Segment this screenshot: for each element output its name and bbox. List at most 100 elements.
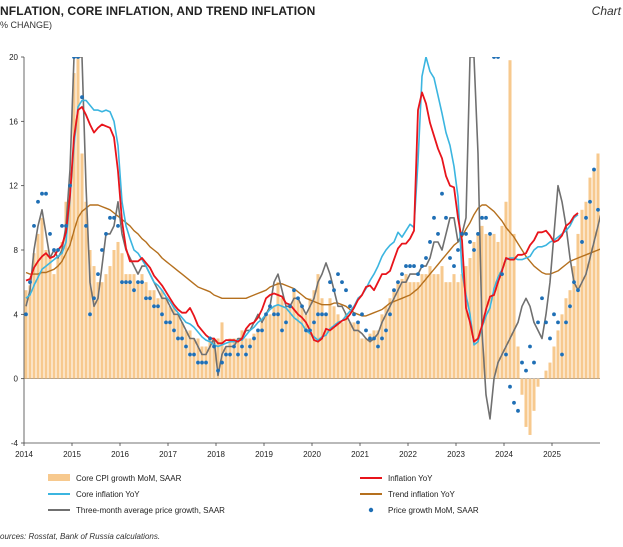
core-inflation-line [25, 57, 579, 348]
core-mom-bar [596, 153, 600, 379]
core-mom-bar [564, 298, 568, 379]
y-tick-label: 16 [9, 117, 18, 126]
price-mom-dot [160, 312, 164, 317]
series-lines [25, 57, 600, 420]
core-mom-bar [492, 233, 496, 379]
x-tick-label: 2019 [255, 450, 273, 459]
price-mom-dot [92, 296, 96, 301]
core-mom-bar [576, 233, 580, 379]
core-mom-bar [180, 322, 184, 379]
price-mom-dot [544, 320, 548, 325]
price-mom-dot [596, 207, 600, 212]
core-mom-bar [28, 285, 32, 379]
price-mom-dot [316, 312, 320, 317]
price-mom-dot [532, 360, 536, 365]
price-mom-dot [136, 280, 140, 285]
price-mom-dot [516, 408, 520, 413]
price-mom-dot [460, 232, 464, 236]
price-mom-dot [396, 280, 400, 285]
price-mom-dot [420, 264, 424, 268]
core-mom-bar [60, 241, 64, 379]
price-mom-dot [436, 232, 440, 236]
x-tick-label: 2022 [399, 450, 417, 459]
core-mom-bar [312, 290, 316, 379]
price-mom-dot [340, 280, 344, 285]
price-mom-dot [492, 57, 496, 59]
x-tick-label: 2021 [351, 450, 369, 459]
core-mom-bar [464, 266, 468, 379]
price-mom-dot [152, 304, 156, 309]
core-mom-bar [40, 217, 44, 379]
core-mom-bar [588, 177, 592, 379]
core-mom-bar [584, 201, 588, 379]
price-mom-dot [404, 264, 408, 268]
x-tick-label: 2020 [303, 450, 321, 459]
core-mom-bar [396, 282, 400, 379]
legend-label: Trend inflation YoY [388, 490, 456, 499]
core-mom-bar [368, 333, 372, 379]
x-tick-label: 2015 [63, 450, 81, 459]
core-mom-bar [256, 330, 260, 379]
price-mom-dot [556, 320, 560, 325]
core-mom-bar [268, 314, 272, 379]
price-mom-dot [592, 167, 596, 172]
core-mom-bar [572, 266, 576, 379]
price-mom-dot [584, 215, 588, 220]
price-mom-dot [364, 328, 368, 333]
core-mom-bar [472, 241, 476, 379]
core-mom-bar [520, 378, 524, 395]
price-mom-dot [260, 328, 264, 333]
core-mom-bar [152, 290, 156, 379]
price-mom-dot [68, 183, 72, 188]
x-tick-label: 2018 [207, 450, 225, 459]
price-mom-dot [48, 232, 52, 236]
core-mom-bar [348, 322, 352, 379]
core-mom-bar [236, 338, 240, 379]
chart-canvas: -4 0 4 8 12 16 20 2014 2015 2016 2017 2018 2019 2020 2… [9, 53, 615, 515]
price-mom-dot [276, 312, 280, 317]
price-mom-dot [200, 360, 204, 365]
core-mom-bar [372, 330, 376, 379]
price-mom-dot [168, 320, 172, 325]
price-mom-dot [164, 320, 168, 325]
price-mom-dot [236, 352, 240, 357]
price-mom-dot [140, 280, 144, 285]
price-mom-dot [352, 312, 356, 317]
core-mom-bars [24, 57, 615, 435]
core-mom-bar [604, 218, 607, 379]
core-mom-bar [80, 153, 84, 379]
core-mom-bar [288, 306, 292, 379]
x-tick-label: 2023 [447, 450, 465, 459]
price-mom-dot [456, 248, 460, 252]
core-mom-bar [580, 209, 584, 379]
price-mom-dot [60, 223, 64, 228]
price-mom-dot [172, 328, 176, 333]
core-mom-bar [392, 290, 396, 379]
core-mom-bar [96, 282, 100, 379]
price-mom-dot [528, 344, 532, 349]
price-mom-dot [308, 328, 312, 333]
legend-label: Three-month average price growth, SAAR [76, 506, 225, 515]
core-mom-bar [424, 274, 428, 379]
price-mom-dot [448, 256, 452, 260]
core-mom-bar [184, 330, 188, 379]
price-mom-dot [240, 344, 244, 349]
core-mom-bar [508, 60, 512, 379]
price-mom-dot [440, 191, 444, 196]
core-mom-bar [608, 242, 611, 379]
core-mom-bar [452, 274, 456, 379]
core-mom-bar [612, 258, 615, 379]
core-mom-bar [300, 306, 304, 379]
core-mom-bar [568, 290, 572, 379]
trend-inflation-line [25, 204, 600, 317]
price-mom-dot [208, 336, 212, 341]
price-mom-dot [192, 352, 196, 357]
core-mom-bar [444, 282, 448, 379]
price-mom-dot [588, 199, 592, 204]
core-mom-bar [120, 253, 124, 379]
core-mom-bar [176, 314, 180, 379]
price-mom-dot [348, 304, 352, 309]
core-mom-bar [324, 314, 328, 379]
core-mom-bar [272, 306, 276, 379]
core-mom-bar [248, 338, 252, 379]
